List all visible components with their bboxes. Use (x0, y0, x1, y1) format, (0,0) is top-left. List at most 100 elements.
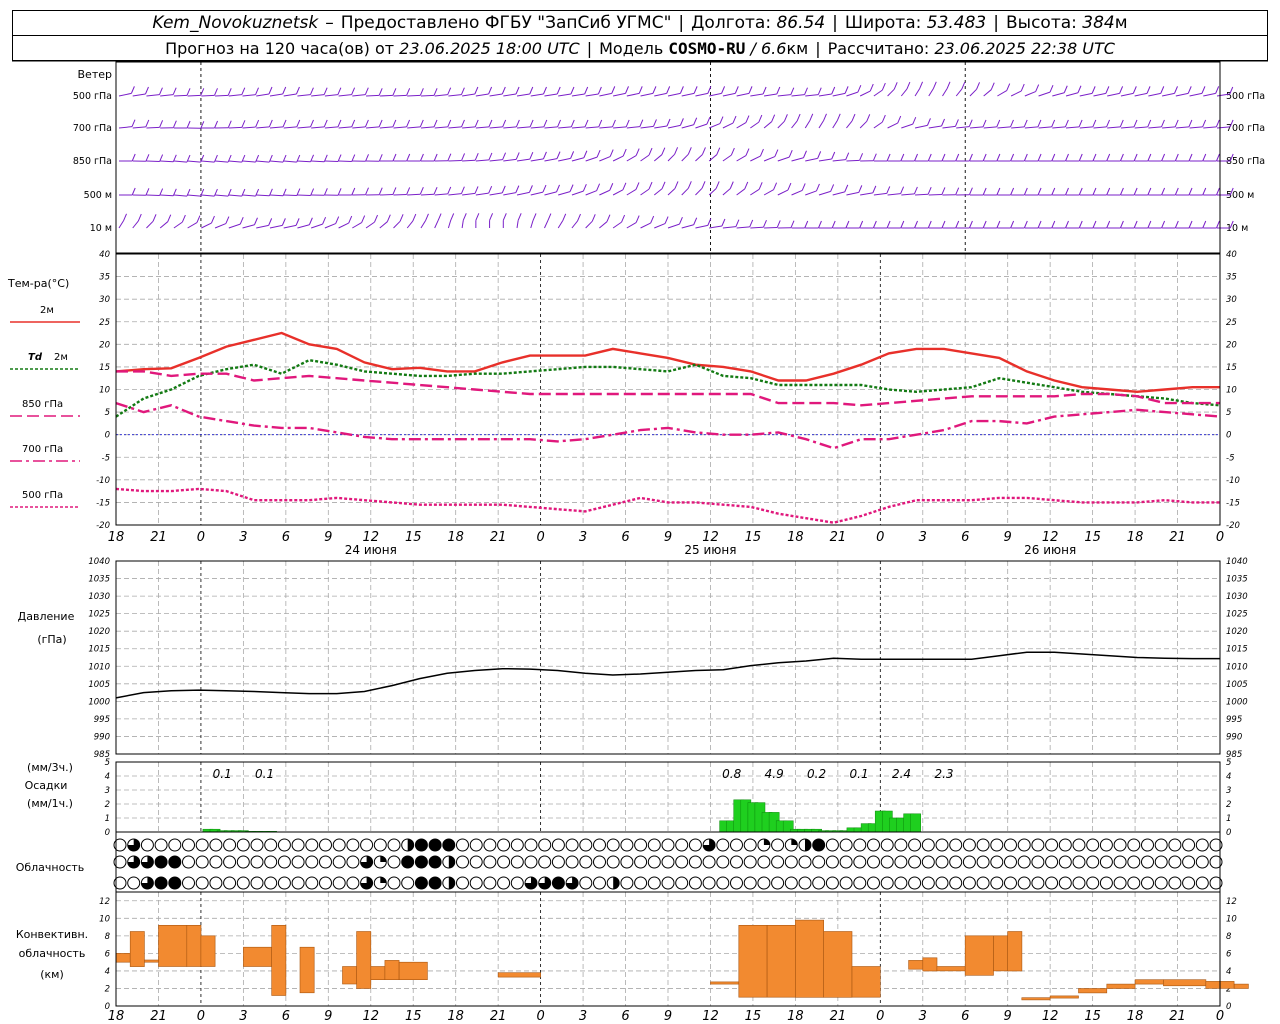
cloud-symbol (291, 838, 305, 852)
wind-barb-feather (1119, 119, 1124, 128)
wind-barb-feather (268, 218, 273, 226)
wind-barb (557, 220, 564, 229)
cloud-symbol (935, 838, 949, 852)
wind-barb-feather (866, 114, 871, 122)
x-hour-label-bottom: 18 (787, 1009, 804, 1024)
wind-barb (846, 191, 859, 196)
x-hour-label-bottom: 6 (621, 1009, 629, 1024)
wind-barb-feather (501, 86, 506, 95)
wind-barb (489, 192, 503, 196)
wind-barb-feather (932, 81, 937, 89)
temp-tick-label-right: 40 (1226, 250, 1237, 260)
wind-barb-feather (815, 183, 820, 192)
x-hour-label-bottom: 9 (664, 1009, 672, 1024)
wind-barb-feather (1229, 119, 1234, 128)
wind-barb (722, 154, 732, 162)
cloud-symbol (702, 855, 716, 869)
cloud-symbol (784, 855, 798, 869)
wind-barb (846, 120, 853, 129)
cloud-symbol (1058, 838, 1072, 852)
wind-barb-feather (801, 183, 806, 191)
wind-barb-feather (1188, 220, 1193, 229)
pressure-line (115, 651, 1220, 699)
wind-barb (928, 88, 934, 97)
cloud-symbol-fill (703, 839, 716, 852)
wind-barb-feather (213, 188, 218, 197)
wind-barb-feather (475, 213, 480, 221)
cloud-symbol (1113, 838, 1127, 852)
wind-barb (1120, 126, 1135, 129)
wind-barb (750, 155, 761, 162)
wind-barb-feather (872, 153, 877, 161)
wind-barb-feather (1065, 153, 1069, 162)
wind-barb (228, 223, 241, 229)
cloud-symbol (483, 876, 497, 890)
x-hour-label-bottom: 18 (108, 1009, 125, 1024)
wind-barb (681, 92, 695, 97)
wind-panel: Ветер 500 гПа 500 гПа 700 гПа 700 гПа 850 гПа… (73, 62, 1265, 253)
wind-barb (242, 126, 256, 129)
wind-barb (1093, 126, 1107, 129)
cloud-symbol (565, 838, 579, 852)
wind-barb (489, 93, 503, 97)
cloud-symbol (332, 838, 346, 852)
x-hour-label: 0 (1216, 530, 1224, 545)
conv-bar (795, 919, 825, 998)
wind-barb (763, 189, 774, 196)
wind-barb-feather (582, 183, 587, 192)
cloud-symbol (702, 876, 716, 890)
wind-barb (969, 88, 977, 97)
wind-barb-feather (707, 86, 712, 94)
cloud-symbol (154, 876, 168, 890)
cloud-symbol (812, 855, 826, 869)
wind-barb-feather (968, 153, 973, 162)
cloud-symbol (1045, 838, 1059, 852)
wind-barb (1148, 126, 1162, 129)
cloud-symbol (757, 876, 771, 890)
wind-barb-feather (639, 119, 644, 127)
wind-barb-feather (227, 88, 232, 96)
wind-barb-feather (919, 81, 924, 89)
wind-barb (297, 194, 311, 197)
cloud-symbol (1141, 838, 1154, 852)
header-forecast-bar: Прогноз на 120 часа(ов) от 23.06.2025 18… (12, 35, 1268, 61)
wind-barb (146, 194, 160, 197)
cloud-symbol (1209, 855, 1223, 869)
wind-barb-feather (447, 119, 452, 128)
wind-barb (873, 192, 887, 196)
wind-barb (571, 126, 586, 129)
wind-barb-feather (569, 184, 574, 192)
temp-legend-td: Td (28, 352, 43, 363)
wind-barb-feather (941, 187, 946, 195)
wind-barb-feather (515, 86, 520, 95)
wind-barb-feather (213, 154, 218, 163)
cloud-symbol (606, 855, 620, 869)
wind-barb-feather (1188, 119, 1193, 128)
wind-barb-feather (693, 86, 698, 94)
wind-barb-feather (982, 153, 987, 162)
wind-barb (805, 190, 817, 196)
cloud-symbol (593, 838, 606, 852)
wind-barb-feather (803, 150, 807, 158)
cloud-symbol (688, 855, 702, 869)
wind-barb (708, 154, 718, 162)
wind-barb (736, 122, 747, 129)
cloud-symbol (606, 838, 620, 852)
temp-series-line (115, 331, 1220, 394)
wind-barb (187, 94, 201, 97)
wind-barb-feather (1051, 220, 1056, 229)
wind-barb-feather (255, 87, 259, 95)
x-hour-label: 6 (282, 530, 290, 545)
wind-barb (228, 126, 242, 129)
wind-barb-feather (241, 154, 246, 163)
wind-barb-feather (851, 113, 856, 122)
cloud-symbol (387, 855, 401, 869)
wind-barb (338, 160, 352, 163)
cloud-symbol (1195, 838, 1209, 852)
cloud-symbol (551, 855, 565, 869)
wind-barb-feather (337, 154, 342, 162)
wind-barb (242, 194, 256, 197)
wind-barb (338, 94, 352, 97)
x-hour-label: 21 (830, 530, 847, 545)
precip-tick-label-right: 5 (1226, 758, 1231, 768)
